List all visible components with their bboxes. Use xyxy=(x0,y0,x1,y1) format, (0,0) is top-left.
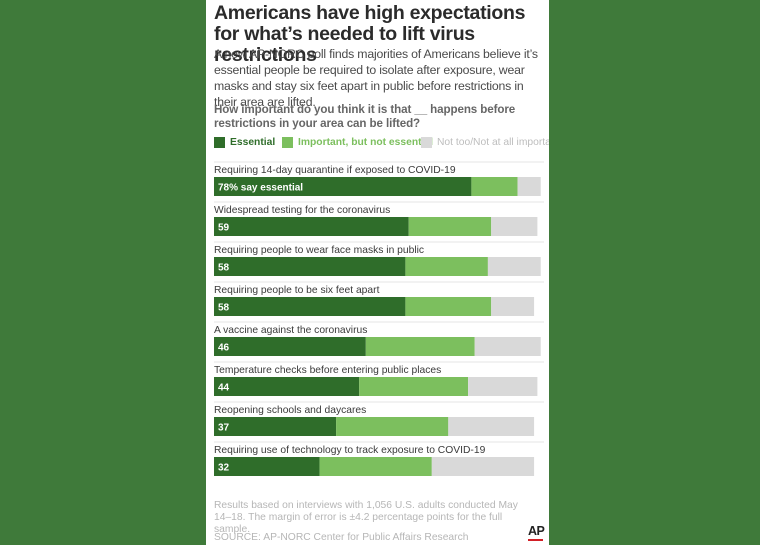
bar-segment-not-important xyxy=(448,417,535,436)
bar-segment-not-important xyxy=(491,217,538,236)
category-label: Requiring people to wear face masks in p… xyxy=(214,245,424,256)
value-label: 44 xyxy=(218,383,230,394)
bar-segment-important xyxy=(365,337,475,356)
bar-segment-essential xyxy=(214,457,320,476)
bar-segment-essential xyxy=(214,177,472,196)
bar-segment-essential xyxy=(214,257,406,276)
category-label: Widespread testing for the coronavirus xyxy=(214,205,390,216)
bar-segment-not-important xyxy=(474,337,541,356)
category-label: Requiring use of technology to track exp… xyxy=(214,445,486,456)
bar-segment-essential xyxy=(214,417,337,436)
chart-title: Americans have high expectations for wha… xyxy=(214,2,526,66)
graphic-panel: Americans have high expectations for wha… xyxy=(206,0,549,545)
legend: Essential Important, but not essential N… xyxy=(214,137,549,151)
category-label: A vaccine against the coronavirus xyxy=(214,325,367,336)
legend-item-not-important: Not too/Not at all important xyxy=(421,137,549,148)
bar-segment-not-important xyxy=(431,457,535,476)
footnote: Results based on interviews with 1,056 U… xyxy=(214,500,518,535)
bar-segment-not-important xyxy=(487,257,541,276)
category-label: Requiring 14-day quarantine if exposed t… xyxy=(214,165,456,176)
category-label: Temperature checks before entering publi… xyxy=(214,365,441,376)
bar-segment-essential xyxy=(214,217,409,236)
value-label: 59 xyxy=(218,223,230,234)
legend-item-important: Important, but not essential xyxy=(282,137,433,148)
bar-segment-important xyxy=(405,297,492,316)
legend-item-essential: Essential xyxy=(214,137,275,148)
value-label: 32 xyxy=(218,463,230,474)
bar-segment-important xyxy=(359,377,469,396)
stacked-bar-chart: Requiring 14-day quarantine if exposed t… xyxy=(214,161,544,476)
bar-segment-essential xyxy=(214,337,366,356)
bar-segment-important xyxy=(336,417,449,436)
legend-swatch-not-important xyxy=(421,137,432,148)
survey-question: How important do you think it is that __… xyxy=(214,103,516,130)
bar-segment-important xyxy=(405,257,488,276)
chart-subtitle: A new AP-NORC poll finds majorities of A… xyxy=(214,47,538,109)
value-label: 58 xyxy=(218,263,230,274)
category-label: Reopening schools and daycares xyxy=(214,405,366,416)
value-label: 37 xyxy=(218,423,230,434)
legend-label-not-important: Not too/Not at all important xyxy=(437,137,549,148)
bar-segment-not-important xyxy=(517,177,541,196)
legend-label-essential: Essential xyxy=(230,137,276,148)
value-label: 46 xyxy=(218,343,230,354)
bar-segment-essential xyxy=(214,377,360,396)
ap-logo-underline xyxy=(528,539,543,541)
bar-segment-important xyxy=(319,457,432,476)
category-label: Requiring people to be six feet apart xyxy=(214,285,380,296)
ap-logo: AP xyxy=(528,525,546,542)
ap-logo-text: AP xyxy=(528,524,545,538)
source-line: SOURCE: AP-NORC Center for Public Affair… xyxy=(214,532,469,543)
value-label: 78% say essential xyxy=(218,183,303,194)
bar-segment-important xyxy=(471,177,518,196)
legend-swatch-important xyxy=(282,137,293,148)
bar-segment-not-important xyxy=(468,377,538,396)
bar-segment-important xyxy=(408,217,492,236)
bar-segment-not-important xyxy=(491,297,535,316)
legend-swatch-essential xyxy=(214,137,225,148)
value-label: 58 xyxy=(218,303,230,314)
legend-label-important: Important, but not essential xyxy=(298,137,434,148)
bar-segment-essential xyxy=(214,297,406,316)
